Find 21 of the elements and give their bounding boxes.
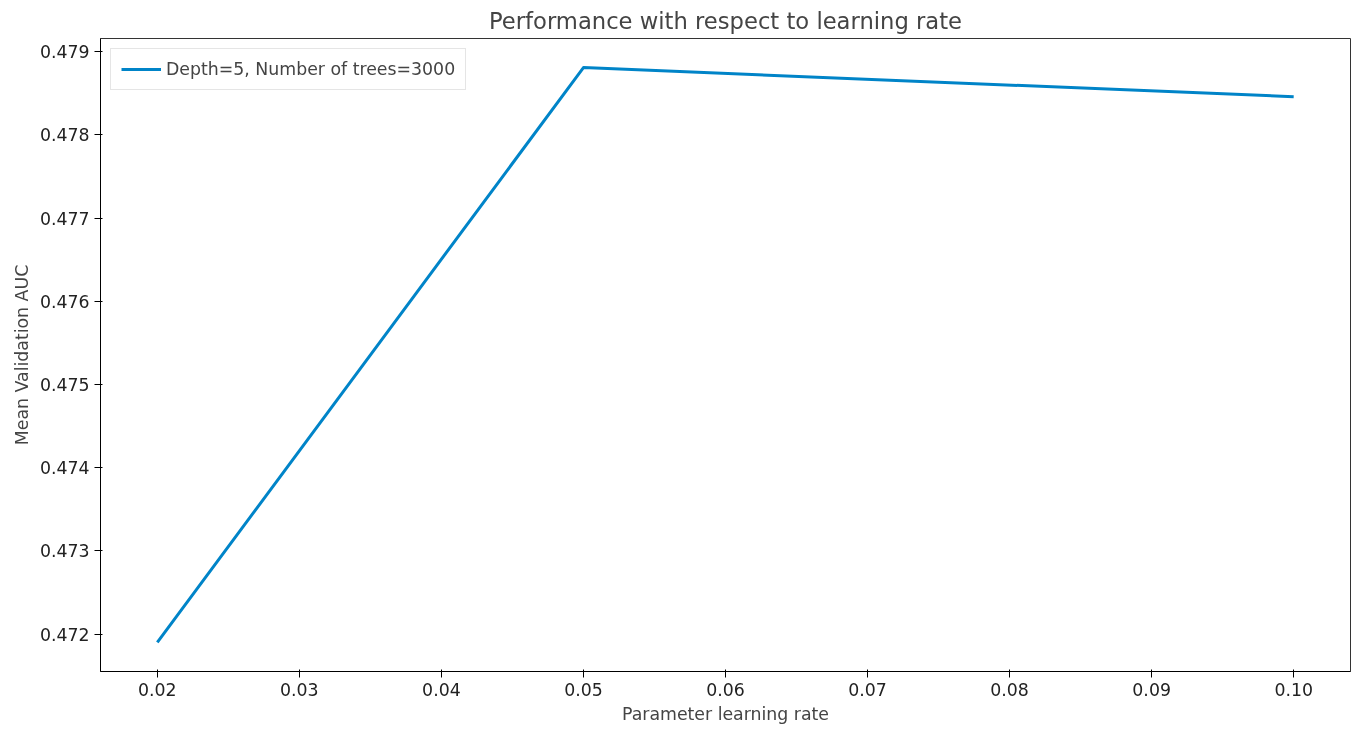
y-axis-title: Mean Validation AUC xyxy=(11,264,32,446)
x-tick-label: 0.08 xyxy=(990,679,1029,700)
x-tick-label: 0.10 xyxy=(1274,679,1313,700)
x-tick-label: 0.09 xyxy=(1132,679,1171,700)
y-tick-label: 0.474 xyxy=(39,458,90,479)
y-tick-label: 0.478 xyxy=(39,125,90,146)
x-tick-label: 0.03 xyxy=(280,679,319,700)
x-tick-label: 0.07 xyxy=(848,679,887,700)
x-axis-title: Parameter learning rate xyxy=(621,703,830,724)
y-tick-label: 0.475 xyxy=(39,375,90,396)
x-tick-label: 0.05 xyxy=(564,679,603,700)
x-tick-label: 0.06 xyxy=(706,679,745,700)
x-tick-label: 0.04 xyxy=(422,679,461,700)
y-tick-label: 0.472 xyxy=(39,624,90,645)
chart-title: Performance with respect to learning rate xyxy=(488,7,963,34)
y-tick-label: 0.473 xyxy=(39,541,90,562)
x-tick-label: 0.02 xyxy=(138,679,177,700)
y-tick-label: 0.479 xyxy=(39,42,90,63)
legend-label: Depth=5, Number of trees=3000 xyxy=(166,59,456,79)
y-tick-label: 0.477 xyxy=(39,208,90,229)
y-tick-label: 0.476 xyxy=(39,291,90,312)
